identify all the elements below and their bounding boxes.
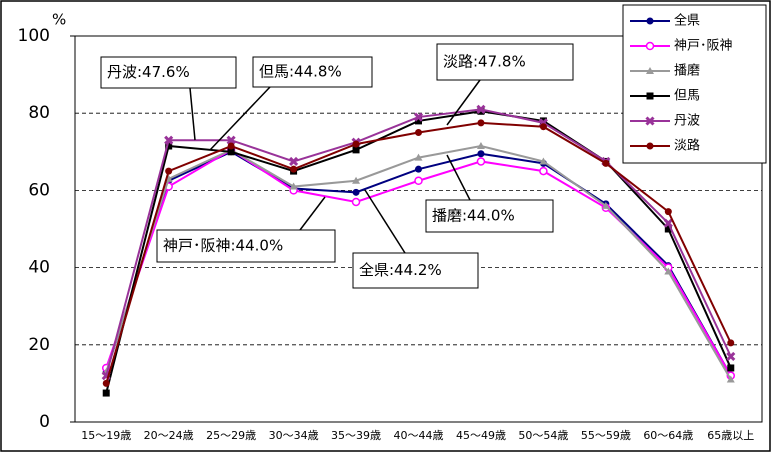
annotation-leader (446, 79, 481, 126)
y-tick-label: 100 (18, 26, 50, 46)
x-tick-label: 55～59歳 (581, 429, 631, 442)
y-unit: % (52, 11, 66, 29)
marker (414, 176, 423, 185)
x-tick-label: 60～64歳 (643, 429, 693, 442)
x-tick-label: 25～29歳 (206, 429, 256, 442)
marker (663, 218, 673, 228)
marker (289, 182, 298, 190)
annotation: 神戸･阪神:44.0% (163, 237, 283, 255)
legend-box (622, 4, 767, 164)
marker (646, 142, 654, 150)
marker (165, 167, 173, 175)
annotation-box (100, 56, 237, 89)
marker (164, 135, 174, 145)
marker (477, 119, 485, 127)
marker (476, 157, 486, 166)
annotation: 播磨:44.0% (432, 207, 515, 225)
legend-label: 淡路 (674, 138, 700, 154)
marker (726, 375, 735, 383)
marker (352, 188, 360, 196)
y-tick-label: 0 (39, 412, 50, 432)
marker (102, 379, 110, 387)
annotation-box (436, 43, 574, 81)
legend-label: 但馬 (674, 89, 700, 104)
annotation-box (352, 252, 479, 289)
marker (290, 165, 298, 173)
annotation-leader (189, 87, 196, 141)
marker (602, 159, 610, 167)
annotation: 淡路:47.8% (443, 53, 526, 71)
marker (476, 104, 486, 114)
annotation-box (252, 56, 373, 88)
x-tick-label: 15～19歳 (81, 429, 131, 442)
marker (415, 129, 422, 136)
annotation-leader (299, 196, 326, 231)
y-tick-label: 60 (28, 180, 50, 200)
x-tick-label: 45～49歳 (456, 429, 506, 442)
annotation: 全県:44.2% (359, 261, 442, 279)
marker (413, 112, 424, 122)
y-tick-label: 40 (28, 258, 50, 278)
y-tick-label: 80 (28, 103, 50, 123)
legend-label: 丹波 (674, 114, 700, 129)
marker (227, 142, 235, 150)
marker (646, 67, 654, 74)
annotation-leader (364, 189, 406, 254)
marker (476, 142, 485, 150)
marker (352, 140, 360, 148)
annotation: 但馬:44.8% (259, 63, 342, 81)
annotation-box (156, 229, 336, 263)
marker (351, 197, 361, 207)
marker (646, 92, 654, 100)
marker (727, 364, 735, 372)
marker (539, 157, 548, 165)
marker (289, 156, 299, 167)
marker (226, 135, 236, 145)
marker (539, 166, 548, 176)
marker (414, 153, 423, 161)
marker (227, 148, 235, 156)
plot-area (74, 35, 763, 423)
marker (727, 339, 735, 347)
x-tick-label: 65歳以上 (707, 429, 754, 442)
marker (352, 146, 360, 154)
annotation-leader (209, 86, 271, 151)
x-tick-label: 20～24歳 (144, 429, 194, 442)
x-tick-label: 40～44歳 (394, 429, 444, 442)
marker (102, 389, 110, 397)
marker (664, 208, 672, 216)
marker (664, 225, 672, 233)
marker (477, 150, 485, 158)
marker (415, 117, 422, 125)
legend-label: 全県 (674, 13, 700, 29)
legend-label: 播磨 (674, 64, 700, 79)
marker (539, 123, 547, 131)
marker (165, 142, 173, 150)
annotation-box (425, 199, 554, 233)
x-tick-label: 35～39歳 (331, 429, 381, 442)
marker (645, 116, 655, 126)
x-tick-label: 50～54歳 (518, 429, 568, 442)
marker (726, 351, 736, 361)
marker (646, 17, 654, 25)
legend-label: 神戸･阪神 (674, 39, 733, 54)
marker (664, 267, 673, 275)
marker (601, 201, 610, 209)
marker (645, 41, 655, 51)
y-tick-label: 20 (28, 335, 50, 355)
marker (352, 176, 361, 184)
annotation-leader (446, 154, 471, 201)
annotation: 丹波:47.6% (107, 63, 190, 81)
marker (415, 165, 422, 173)
x-tick-label: 30～34歳 (269, 429, 319, 442)
